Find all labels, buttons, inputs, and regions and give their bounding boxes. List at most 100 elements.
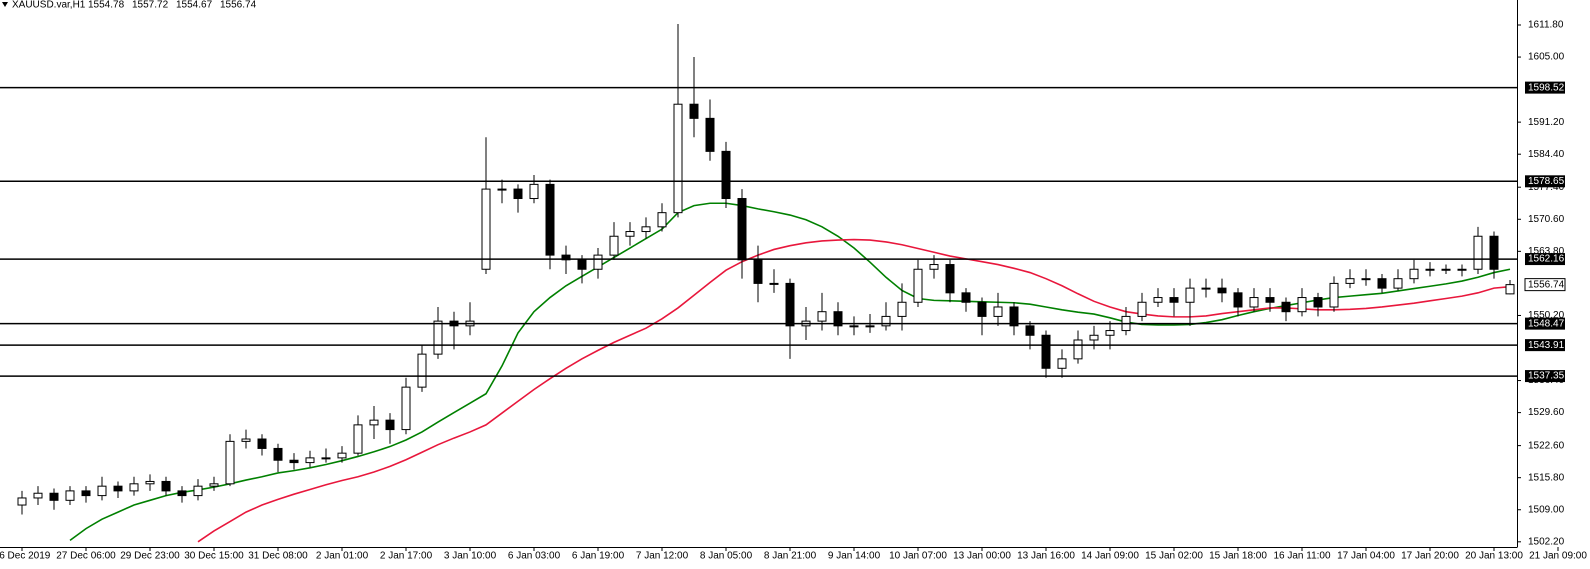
candle-body [113,485,123,492]
candle-body [993,306,1003,317]
candle-body [689,103,699,119]
candle-body [625,231,635,237]
x-tick-label: 16 Jan 11:00 [1273,551,1331,562]
candle-body [1089,334,1099,341]
candle-body [417,353,427,388]
candle-body [785,282,795,327]
candle-body [577,259,587,270]
candle-body [17,497,27,506]
candle-body [273,447,283,461]
y-tick-label: 1563.80 [1528,246,1565,257]
candle-body [1361,278,1371,281]
level-label-box [1525,370,1565,383]
y-tick-label: 1529.60 [1528,407,1565,418]
candle-body [1457,268,1467,271]
x-tick-label: 30 Dec 15:00 [184,551,244,562]
candle-body [737,198,747,261]
x-tick-label: 8 Jan 05:00 [700,551,753,562]
level-label-box [1525,81,1565,94]
candle-body [929,264,939,270]
candle-body [97,485,107,497]
candle-body [385,419,395,431]
x-tick-label: 13 Jan 16:00 [1017,551,1075,562]
candle-body [305,457,315,464]
x-tick-label: 15 Jan 02:00 [1145,551,1203,562]
candle-body [65,490,75,501]
candle-body [1233,292,1243,308]
x-tick-label: 29 Dec 23:00 [120,551,180,562]
candle-body [1281,301,1291,313]
level-label: 1598.52 [1528,82,1565,93]
price-label-box [1524,278,1566,292]
level-label-box [1525,175,1565,188]
header-open: 1554.78 [88,0,125,11]
level-label: 1537.35 [1528,371,1565,382]
moving-average [197,238,1511,543]
y-tick-label: 1605.00 [1528,52,1565,63]
y-tick-label: 1509.00 [1528,504,1565,515]
candle-body [1201,287,1211,290]
level-label-box [1525,339,1565,352]
candle-body [481,188,491,270]
candle-body [257,438,267,449]
candle-body [1217,287,1227,294]
candle-body [289,459,299,464]
candle-body [513,188,523,200]
candle-body [1313,297,1323,308]
candle-body [193,485,203,497]
candle-body [1025,325,1035,336]
level-label: 1548.47 [1528,318,1565,329]
x-tick-label: 26 Dec 2019 [0,551,51,562]
header-high: 1557.72 [132,0,169,11]
candle-body [849,325,859,328]
candle-body [353,424,363,454]
price-label: 1556.74 [1528,279,1565,290]
candle-body [961,292,971,303]
candle-body [1297,297,1307,313]
candle-body [945,264,955,294]
x-tick-label: 27 Dec 06:00 [56,551,116,562]
x-tick-label: 20 Jan 13:00 [1465,551,1523,562]
candle-body [1009,306,1019,327]
candle-body [721,150,731,200]
candle-body [49,492,59,501]
candle-body [497,188,507,191]
candle-body [1473,235,1483,270]
candle-body [529,183,539,200]
y-tick-label: 1577.40 [1528,182,1565,193]
menu-triangle[interactable] [2,2,8,7]
x-tick-label: 10 Jan 07:00 [889,551,947,562]
candle-body [609,235,619,256]
header-close: 1556.74 [220,0,257,11]
x-tick-label: 13 Jan 00:00 [953,551,1011,562]
y-tick-label: 1502.20 [1528,536,1565,547]
candle-body [561,254,571,261]
x-tick-label: 17 Jan 04:00 [1337,551,1395,562]
x-tick-label: 7 Jan 12:00 [636,551,689,562]
candle-body [1185,287,1195,303]
candle-body [241,438,251,442]
candle-body [1377,278,1387,289]
x-tick-label: 6 Jan 19:00 [572,551,625,562]
candle-body [1441,268,1451,271]
level-label: 1562.16 [1528,254,1565,265]
candle-body [1265,297,1275,303]
candle-body [81,490,91,497]
x-tick-label: 31 Dec 08:00 [248,551,308,562]
candle-body [913,268,923,303]
candle-body [769,282,779,285]
y-tick-label: 1584.40 [1528,149,1565,160]
candle-body [369,419,379,426]
candle-body [337,452,347,459]
candle-body [1345,278,1355,284]
x-tick-label: 3 Jan 10:00 [444,551,497,562]
candle-body [1425,268,1435,271]
level-label: 1543.91 [1528,340,1565,351]
x-tick-label: 17 Jan 20:00 [1401,551,1459,562]
candle-body [1057,358,1067,369]
level-label: 1578.65 [1528,176,1565,187]
symbol: XAUUSD.var,H1 [12,0,86,11]
candle-body [321,457,331,460]
candle-body [545,183,555,256]
